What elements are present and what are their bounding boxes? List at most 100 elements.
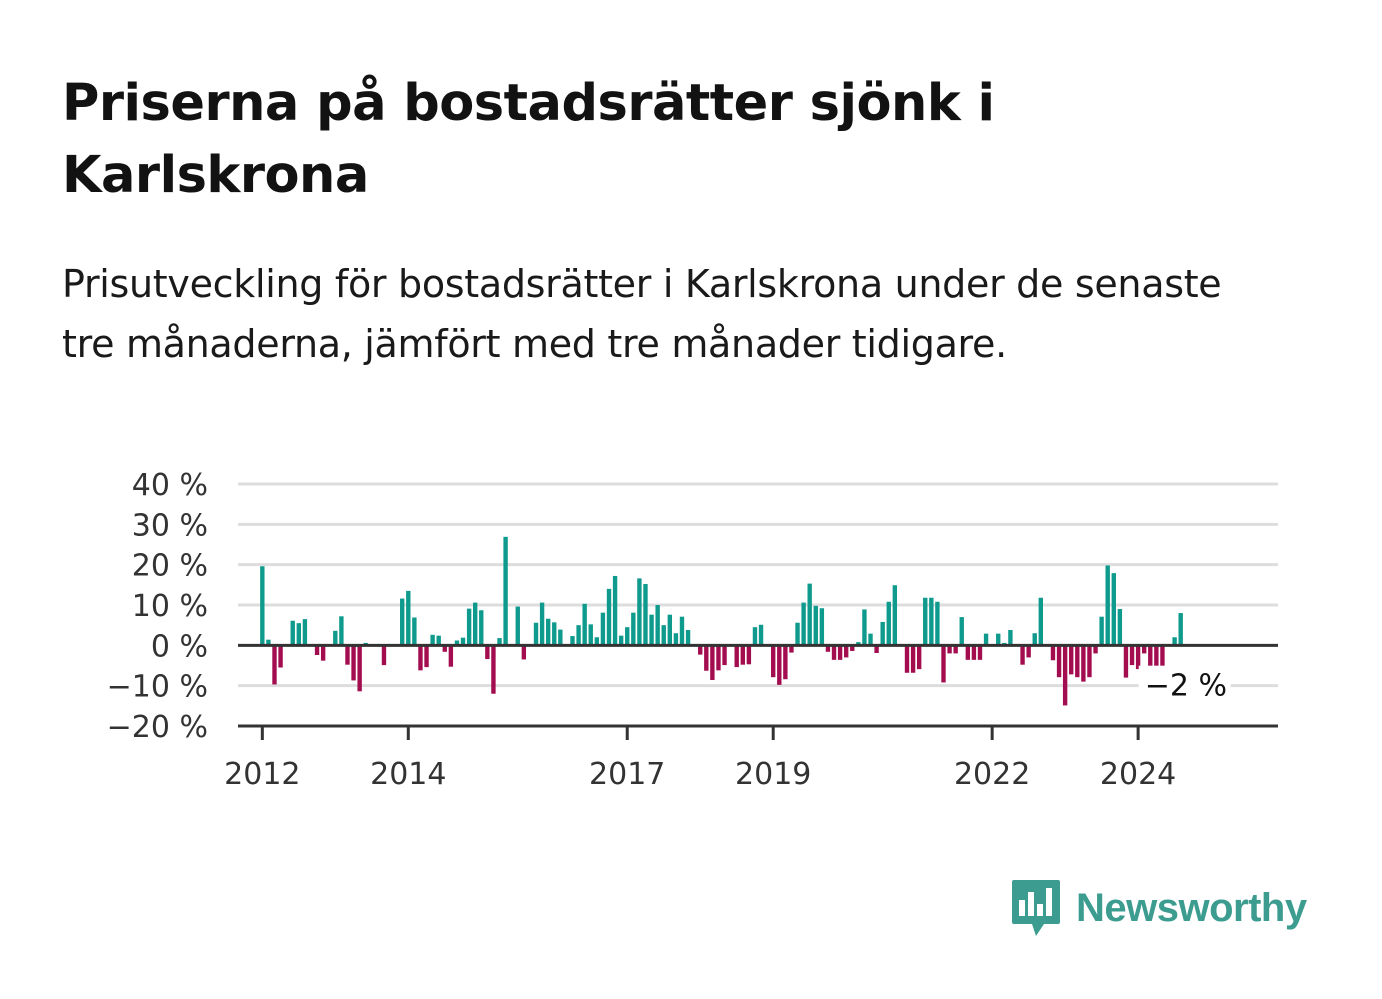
bar — [947, 645, 952, 654]
bar — [351, 645, 356, 681]
newsworthy-logo-text: Newsworthy — [1076, 885, 1307, 930]
bar — [424, 645, 429, 668]
bar — [886, 601, 891, 646]
newsworthy-bar-chart-icon — [1012, 880, 1060, 936]
bar — [795, 622, 800, 646]
bar — [1038, 597, 1043, 646]
bar — [497, 638, 502, 646]
bar — [825, 645, 831, 652]
bar — [661, 625, 666, 646]
bar — [953, 645, 958, 654]
bar — [1142, 645, 1147, 654]
bar — [1008, 630, 1013, 646]
bar — [862, 609, 867, 646]
bar — [874, 645, 879, 653]
bar — [1056, 645, 1062, 678]
bar — [576, 625, 581, 646]
newsworthy-logo: Newsworthy — [1010, 878, 1307, 938]
y-tick-label: 10 % — [132, 589, 208, 624]
bar — [904, 645, 910, 673]
bar — [959, 617, 964, 646]
bar — [302, 619, 308, 646]
bar — [983, 633, 989, 646]
y-tick-label: 30 % — [132, 508, 208, 543]
bar — [1026, 645, 1031, 658]
bar — [631, 612, 636, 646]
bar — [673, 633, 679, 646]
bar — [582, 603, 587, 646]
bar — [1148, 645, 1153, 678]
bar — [545, 618, 551, 646]
bar — [618, 635, 624, 646]
bar — [941, 645, 946, 683]
bar — [789, 645, 794, 653]
y-tick-label: −20 % — [107, 710, 208, 745]
x-tick-label: 2017 — [589, 757, 665, 792]
bar — [412, 617, 417, 646]
bar — [801, 602, 806, 646]
bar — [831, 645, 837, 660]
bar — [783, 645, 788, 680]
bar — [1105, 565, 1110, 646]
bar — [637, 578, 642, 646]
bar — [460, 637, 466, 646]
bar — [1154, 645, 1159, 674]
bar — [868, 633, 873, 646]
bar — [466, 608, 472, 646]
page-title: Priserna på bostadsrätter sjönk i Karlsk… — [62, 74, 995, 205]
y-tick-label: 20 % — [132, 549, 208, 584]
bar — [357, 645, 362, 692]
bar — [430, 634, 435, 646]
bar — [1099, 616, 1104, 646]
bar — [1075, 645, 1080, 678]
bar — [436, 635, 441, 646]
y-tick-label: 0 % — [151, 629, 208, 664]
bar — [625, 627, 630, 646]
bar — [339, 616, 344, 646]
bars — [260, 536, 1183, 706]
bar — [698, 645, 703, 655]
bar — [1087, 645, 1092, 678]
bar — [473, 602, 478, 646]
bar — [667, 614, 673, 646]
bar — [442, 645, 447, 652]
bar — [1069, 645, 1074, 675]
bar — [771, 645, 776, 678]
bar — [704, 645, 709, 671]
bar — [679, 616, 685, 646]
bar — [819, 608, 825, 646]
bar — [716, 645, 721, 671]
bar — [710, 645, 715, 681]
bar — [491, 645, 496, 694]
bar — [539, 602, 545, 646]
gridlines — [238, 482, 1278, 688]
bar — [606, 588, 612, 646]
bar — [1123, 645, 1129, 678]
bar — [1160, 645, 1165, 678]
bar — [345, 645, 350, 665]
bar — [971, 645, 977, 660]
bar — [558, 629, 563, 646]
bar — [296, 623, 302, 646]
bar — [485, 645, 490, 660]
bar — [837, 645, 843, 660]
bar — [406, 590, 411, 646]
bar — [965, 645, 971, 660]
bar — [314, 645, 320, 656]
bar — [758, 624, 764, 646]
bar — [1020, 645, 1025, 665]
bar — [533, 622, 539, 646]
x-tick-label: 2012 — [224, 757, 300, 792]
x-tick-label: 2022 — [954, 757, 1030, 792]
bar — [996, 633, 1001, 646]
bar — [929, 597, 934, 646]
bar — [856, 642, 861, 646]
bar — [479, 610, 484, 646]
bar — [807, 583, 812, 646]
bar — [521, 645, 527, 660]
bar — [515, 606, 520, 646]
bar — [1062, 645, 1068, 706]
bar — [880, 621, 885, 646]
bar — [333, 630, 338, 646]
bar — [977, 645, 983, 660]
